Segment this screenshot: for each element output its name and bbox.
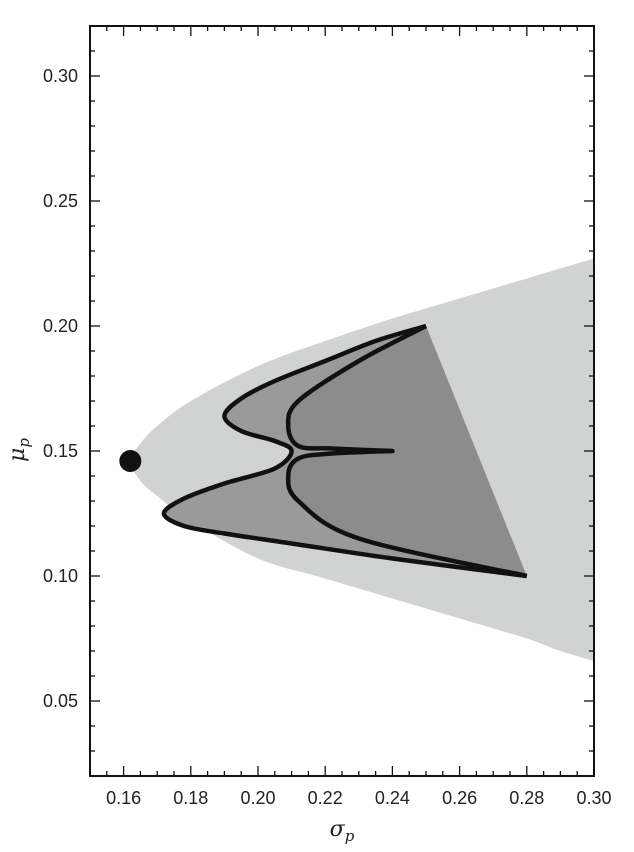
x-axis-title: σp	[330, 817, 355, 845]
x-tick-label: 0.26	[442, 788, 477, 808]
y-tick-labels: 0.05 0.10 0.15 0.20 0.25 0.30	[43, 66, 78, 711]
minimum-variance-point	[119, 450, 142, 472]
x-tick-label: 0.30	[576, 788, 611, 808]
y-axis-title: μp	[5, 438, 33, 462]
star-outline	[285, 324, 528, 579]
x-tick-label: 0.18	[173, 788, 208, 808]
x-tick-label: 0.16	[106, 788, 141, 808]
inner-frontier-curve	[161, 323, 528, 579]
y-tick-label: 0.05	[43, 691, 78, 711]
y-tick-label: 0.20	[43, 316, 78, 336]
axis-ticks	[89, 25, 595, 777]
x-tick-label: 0.22	[308, 788, 343, 808]
x-tick-labels: 0.16 0.18 0.20 0.22 0.24 0.26 0.28 0.30	[106, 788, 611, 808]
y-tick-label: 0.30	[43, 66, 78, 86]
y-tick-label: 0.15	[43, 441, 78, 461]
x-tick-label: 0.28	[509, 788, 544, 808]
y-tick-label: 0.10	[43, 566, 78, 586]
x-tick-label: 0.20	[240, 788, 275, 808]
x-tick-label: 0.24	[375, 788, 410, 808]
y-tick-label: 0.25	[43, 191, 78, 211]
